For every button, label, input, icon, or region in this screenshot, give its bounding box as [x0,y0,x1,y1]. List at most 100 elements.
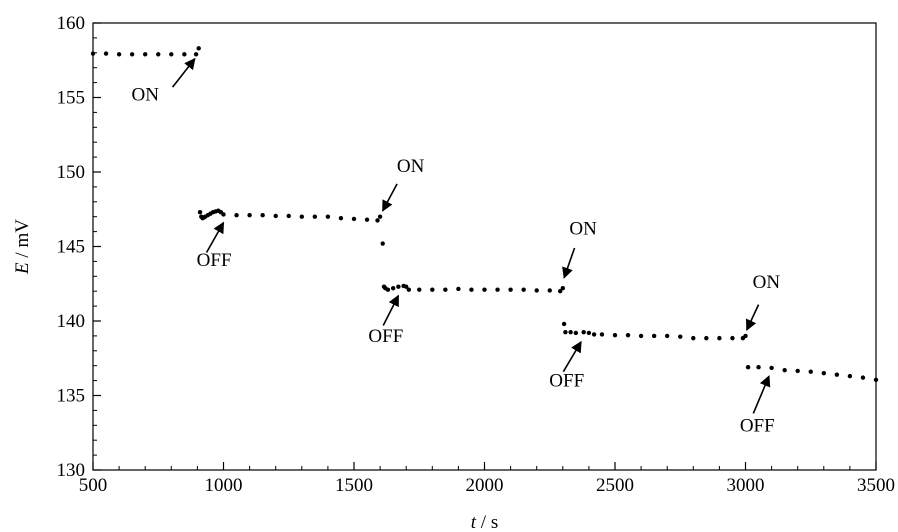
data-point [591,332,597,337]
x-axis-title: t / s [471,512,498,532]
annotation-arrow [562,340,582,373]
annotation-arrow [382,294,400,326]
x-tick-label: 3500 [857,475,895,496]
data-point [612,332,618,338]
x-tick-label: 1000 [205,475,243,496]
data-point [563,329,568,335]
data-point [743,333,748,339]
data-point [847,373,853,379]
annotation-label: ON [753,272,781,293]
data-point [651,333,657,339]
annotation-arrow [382,183,398,212]
data-point [286,213,291,219]
data-point [197,210,203,215]
annotation-arrow [745,304,760,331]
data-point [469,287,474,292]
data-point [821,370,826,376]
data-point [873,377,879,383]
data-point [745,364,751,370]
data-point [338,215,344,221]
data-point [756,364,761,370]
data-point [247,213,252,218]
data-point [404,284,409,289]
data-point [547,288,552,293]
annotation-label: ON [569,219,597,240]
data-point [430,287,435,292]
data-point [782,367,787,373]
data-point [560,286,565,291]
data-point [557,289,563,294]
y-axis: 130 135 140 145 150 155 160 [57,13,101,481]
data-point [561,321,567,327]
y-axis-variable: E [12,262,33,275]
data-point [586,330,592,336]
x-tick-label: 1500 [335,475,373,496]
data-point [769,365,774,371]
data-point [406,287,412,292]
data-point [508,287,513,292]
data-point [534,288,539,293]
annotation-label: ON [131,84,159,105]
data-point [325,214,331,219]
data-point [396,284,401,289]
data-point [625,332,631,338]
x-tick-label: 3000 [727,475,765,496]
annotation-label: OFF [368,326,403,347]
data-point [129,52,135,57]
data-point [312,214,318,219]
data-point [143,52,148,57]
data-point [443,287,448,292]
data-point [860,375,866,380]
data-point [678,334,683,339]
data-point [193,52,199,57]
data-point [521,287,526,292]
data-point [482,287,487,292]
data-point [196,46,201,51]
data-point [665,333,670,339]
data-point [169,52,174,57]
data-point [573,330,579,336]
data-point [221,212,226,217]
data-point [380,241,385,246]
data-point [691,335,696,341]
data-point [638,333,644,339]
data-point [599,332,605,337]
data-point [730,335,735,341]
data-point [808,369,813,374]
data-point [704,335,709,341]
data-point [417,287,422,292]
data-point [299,214,304,219]
x-axis-unit: / s [476,512,498,532]
data-point [495,287,500,292]
y-tick-label: 155 [57,88,86,109]
data-point [717,335,722,341]
annotation-arrow [562,247,576,279]
data-series [90,46,879,383]
y-tick-label: 160 [57,13,86,34]
data-point [581,329,586,335]
x-tick-label: 2500 [596,475,634,496]
y-tick-label: 135 [57,386,86,407]
x-tick-label: 2000 [466,475,504,496]
annotation-label: ON [397,156,425,177]
data-point [377,214,383,219]
annotation-arrow [205,221,225,253]
y-axis-title: E / mV [12,219,33,275]
y-tick-label: 140 [57,311,86,332]
data-point [568,329,573,335]
data-point [385,287,391,292]
data-point [456,286,461,292]
data-point [364,217,370,222]
data-point [116,52,122,57]
annotation-label: OFF [549,371,584,392]
data-point [273,213,278,219]
data-point [795,368,800,374]
annotations: ON OFF ON OFF ON OFF ON OFF [131,57,781,436]
data-point [156,52,161,57]
data-point [375,218,380,223]
annotation-label: OFF [197,250,232,271]
y-tick-label: 145 [57,237,86,258]
y-axis-unit: / mV [12,219,33,263]
data-point [182,52,187,57]
